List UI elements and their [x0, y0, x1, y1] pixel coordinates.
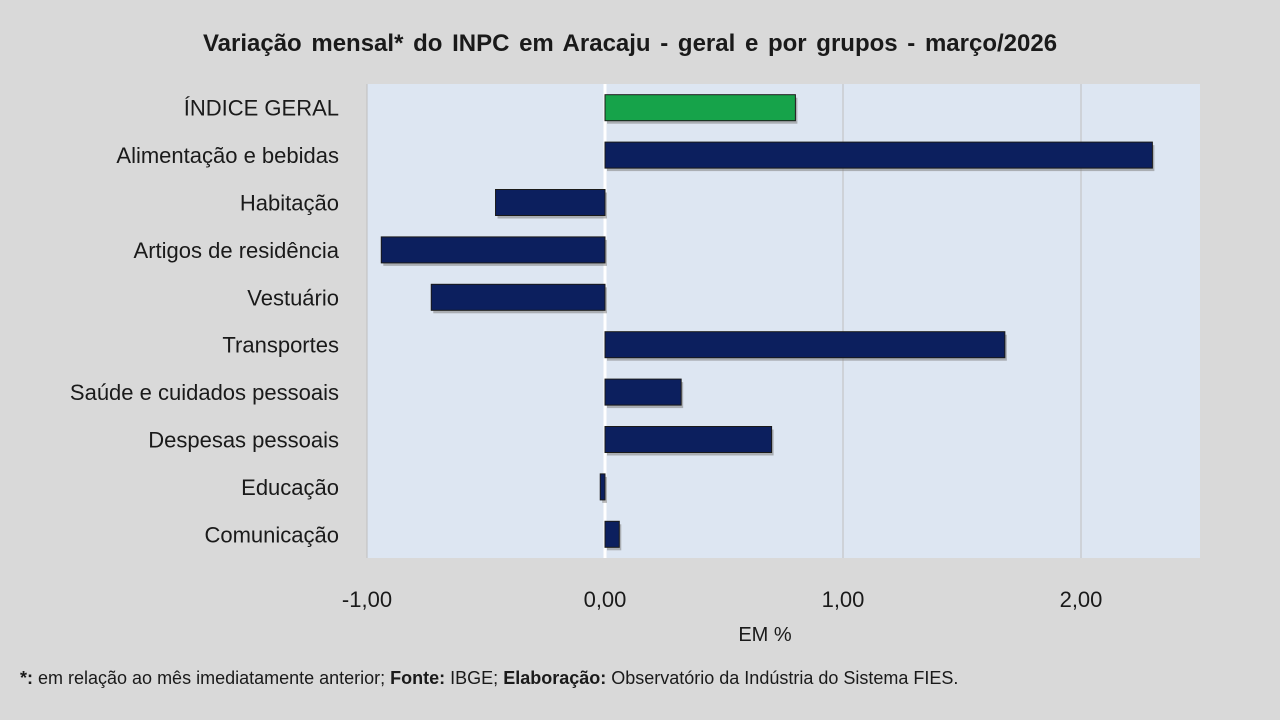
category-label: Artigos de residência [134, 238, 340, 263]
footnote-text: em relação ao mês imediatamente anterior… [33, 668, 391, 688]
category-label: Saúde e cuidados pessoais [70, 380, 339, 405]
bar [380, 236, 606, 264]
bar [599, 473, 606, 501]
category-label: Despesas pessoais [148, 428, 339, 453]
bar [495, 189, 606, 216]
bar [604, 331, 1006, 359]
category-label: Comunicação [204, 522, 339, 547]
category-label: Vestuário [247, 285, 339, 310]
x-tick-label: 1,00 [822, 587, 865, 612]
category-label: Habitação [240, 191, 339, 216]
category-label: Alimentação e bebidas [116, 143, 339, 168]
x-tick-label: 2,00 [1060, 587, 1103, 612]
category-label: ÍNDICE GERAL [184, 96, 339, 121]
bar [604, 378, 682, 406]
footnote-elaboration-value: Observatório da Indústria do Sistema FIE… [606, 668, 959, 688]
category-label: Transportes [222, 333, 339, 358]
category-label: Educação [241, 475, 339, 500]
footnote-star: *: [20, 668, 33, 688]
footnote: *: em relação ao mês imediatamente anter… [20, 668, 1260, 689]
footnote-source-label: Fonte: [390, 668, 446, 688]
bar [604, 426, 773, 453]
chart-title: Variação mensal* do INPC em Aracaju - ge… [202, 30, 1058, 57]
bar [430, 283, 606, 311]
footnote-source-value: IBGE; [445, 668, 504, 688]
bar [604, 141, 1153, 169]
x-tick-label: 0,00 [584, 587, 627, 612]
x-tick-label: -1,00 [342, 587, 392, 612]
footnote-elaboration-label: Elaboração: [503, 668, 607, 688]
x-axis-title: EM % [738, 624, 792, 646]
bar [604, 520, 620, 548]
bar [604, 94, 796, 122]
